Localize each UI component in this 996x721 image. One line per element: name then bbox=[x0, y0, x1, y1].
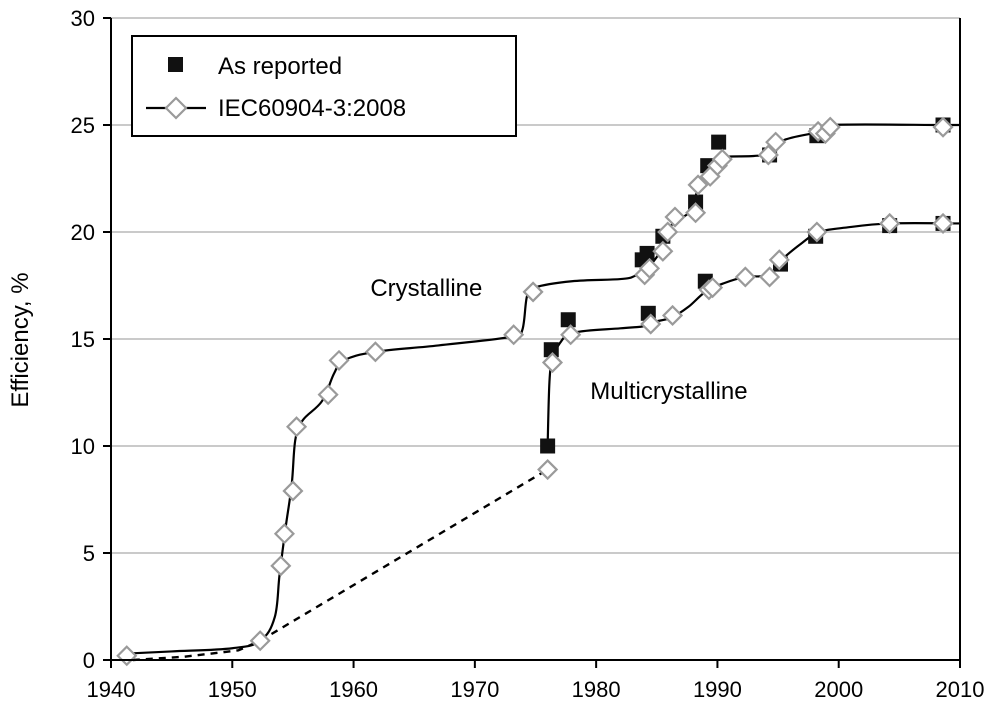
axes: 0 5 10 15 20 25 30 1940 1950 1960 1970 1980 1990 2000… bbox=[71, 6, 985, 702]
iec-point bbox=[759, 266, 781, 288]
annotation-crystalline: Crystalline bbox=[370, 275, 482, 302]
iec-point bbox=[317, 384, 339, 406]
x-tick-label: 1960 bbox=[329, 677, 378, 702]
iec-point bbox=[702, 277, 724, 299]
iec-point bbox=[661, 304, 684, 327]
x-tick-label: 1940 bbox=[87, 677, 136, 702]
as-reported-point bbox=[711, 134, 727, 150]
trend-line-2 bbox=[132, 468, 549, 662]
y-tick-label: 5 bbox=[83, 541, 95, 566]
iec-point bbox=[282, 480, 304, 502]
as-reported-point bbox=[560, 312, 576, 328]
iec-point bbox=[638, 257, 661, 279]
legend: As reported IEC60904-3:2008 bbox=[131, 35, 517, 137]
iec-point bbox=[328, 349, 350, 371]
iec-point bbox=[560, 324, 582, 346]
iec-point bbox=[932, 116, 954, 138]
trend-line-0 bbox=[126, 123, 961, 655]
legend-label-iec: IEC60904-3:2008 bbox=[218, 95, 406, 122]
x-tick-label: 1950 bbox=[208, 677, 257, 702]
iec-point bbox=[664, 206, 686, 228]
as-reported-point bbox=[688, 194, 704, 210]
trend-line-1 bbox=[546, 221, 961, 447]
y-tick-label: 20 bbox=[71, 220, 95, 245]
as-reported-point bbox=[543, 342, 559, 358]
iec-point bbox=[932, 212, 954, 234]
legend-square-marker bbox=[168, 57, 183, 72]
iec-point bbox=[537, 458, 559, 481]
trend-curves bbox=[126, 123, 961, 662]
y-tick-label: 30 bbox=[71, 6, 95, 31]
x-tick-label: 1980 bbox=[572, 677, 621, 702]
iec-point bbox=[270, 555, 292, 577]
iec-point bbox=[819, 116, 841, 138]
y-axis-title: Efficiency, % bbox=[7, 272, 34, 407]
iec-point bbox=[522, 281, 544, 303]
iec-point bbox=[711, 148, 733, 170]
iec-point bbox=[640, 313, 662, 335]
iec-point bbox=[249, 630, 271, 652]
y-tick-label: 0 bbox=[83, 648, 95, 673]
x-tick-label: 2010 bbox=[936, 677, 985, 702]
iec-point bbox=[687, 174, 709, 196]
iec-point bbox=[286, 416, 308, 438]
iec-point bbox=[503, 324, 525, 346]
iec-point bbox=[541, 351, 564, 374]
iec-point bbox=[806, 221, 828, 243]
iec-point bbox=[768, 249, 790, 271]
y-tick-label: 10 bbox=[71, 434, 95, 459]
x-tick-label: 1990 bbox=[693, 677, 742, 702]
iec-point bbox=[273, 523, 295, 545]
iec-point bbox=[879, 212, 901, 234]
iec-point bbox=[364, 341, 386, 363]
data-markers bbox=[116, 116, 954, 667]
legend-label-as-reported: As reported bbox=[218, 53, 342, 80]
iec-point bbox=[652, 240, 674, 262]
iec-point bbox=[685, 202, 707, 224]
legend-diamond-marker bbox=[164, 96, 188, 120]
as-reported-point bbox=[639, 245, 655, 261]
y-tick-label: 15 bbox=[71, 327, 95, 352]
legend-box bbox=[131, 35, 517, 137]
iec-point bbox=[765, 131, 787, 153]
as-reported-point bbox=[540, 438, 556, 454]
y-tick-label: 25 bbox=[71, 113, 95, 138]
iec-point bbox=[757, 144, 779, 166]
x-tick-label: 1970 bbox=[450, 677, 499, 702]
iec-point bbox=[657, 221, 679, 243]
annotation-multicrystalline: Multicrystalline bbox=[590, 378, 747, 405]
x-tick-label: 2000 bbox=[814, 677, 863, 702]
iec-point bbox=[734, 266, 756, 288]
iec-point bbox=[116, 645, 138, 667]
